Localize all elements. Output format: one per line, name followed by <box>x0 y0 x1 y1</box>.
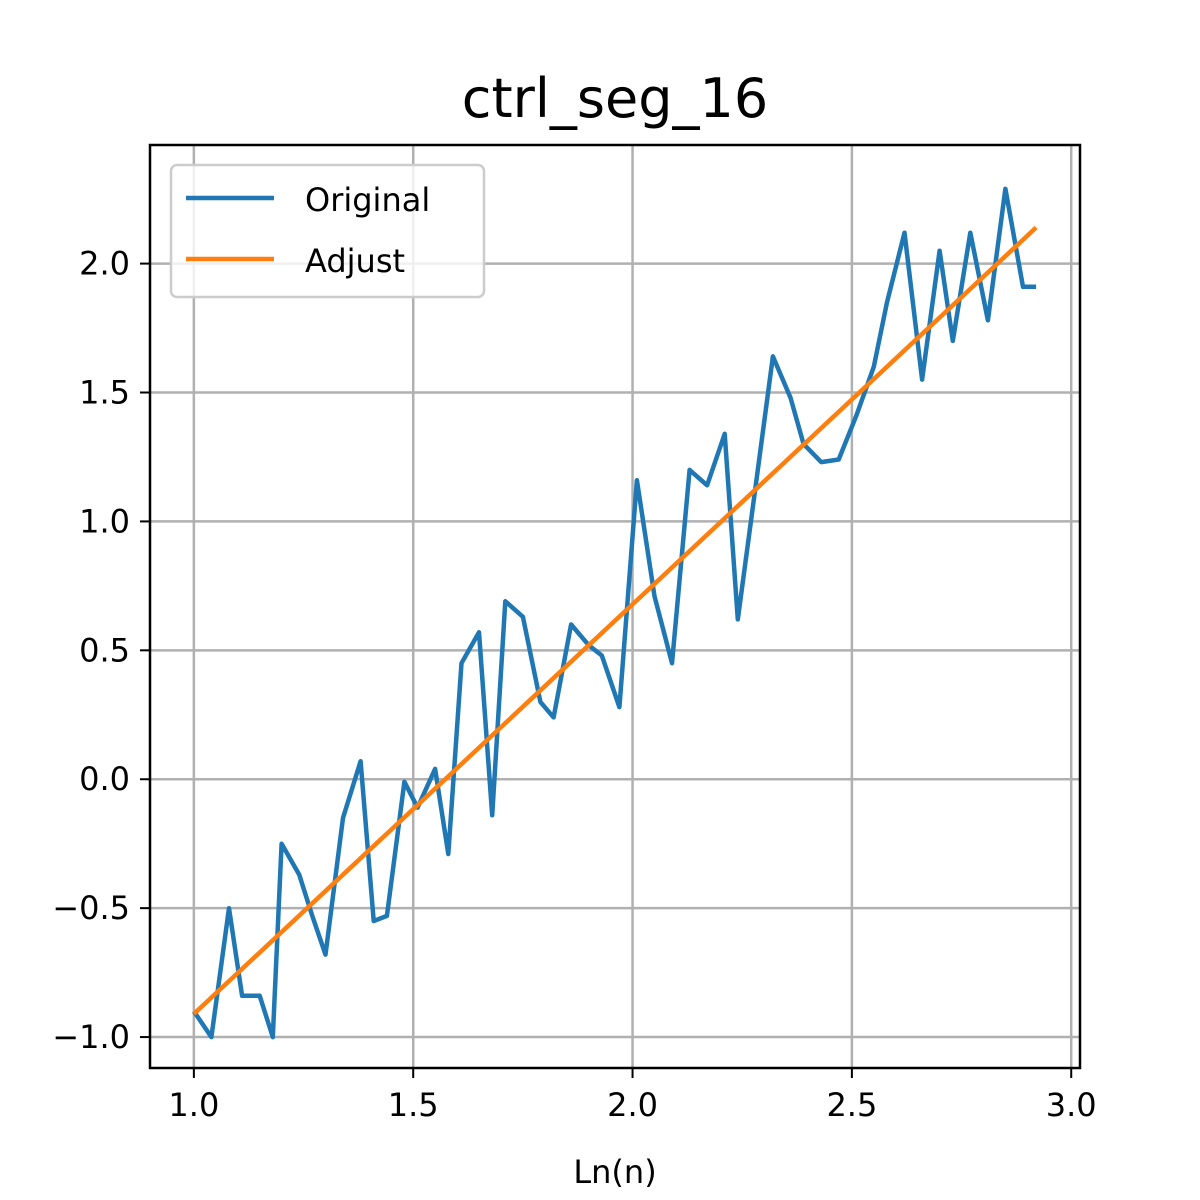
grid <box>150 145 1080 1068</box>
series-line-original <box>192 186 1037 1040</box>
y-tick-label: 1.5 <box>79 374 130 412</box>
x-tick-label: 2.0 <box>607 1086 658 1124</box>
y-tick-label: 0.5 <box>79 631 130 669</box>
series-line-adjust <box>192 225 1038 1016</box>
y-tick-label: 2.0 <box>79 245 130 283</box>
y-tick-label: 0.0 <box>79 760 130 798</box>
y-tick-label: −1.0 <box>52 1018 130 1056</box>
legend: Original Adjust <box>169 163 486 299</box>
x-tick-label: 3.0 <box>1046 1086 1097 1124</box>
x-tick-label: 2.5 <box>826 1086 877 1124</box>
chart-title: ctrl_seg_16 <box>462 67 768 130</box>
y-tick-label: −0.5 <box>52 889 130 927</box>
x-tick-label: 1.5 <box>388 1086 439 1124</box>
series-layer <box>192 186 1038 1040</box>
legend-label-adjust: Adjust <box>305 242 405 280</box>
legend-label-original: Original <box>305 181 430 219</box>
plot-area <box>150 145 1080 1068</box>
x-axis-label: Ln(n) <box>573 1153 656 1191</box>
x-tick-label: 1.0 <box>168 1086 219 1124</box>
plot-frame <box>148 143 1082 1070</box>
axis-ticks: 1.0 1.5 2.0 2.5 3.0 −1.0 −0.5 0.0 0.5 1.0 1.5 2.0 <box>52 245 1096 1124</box>
y-tick-label: 1.0 <box>79 502 130 540</box>
